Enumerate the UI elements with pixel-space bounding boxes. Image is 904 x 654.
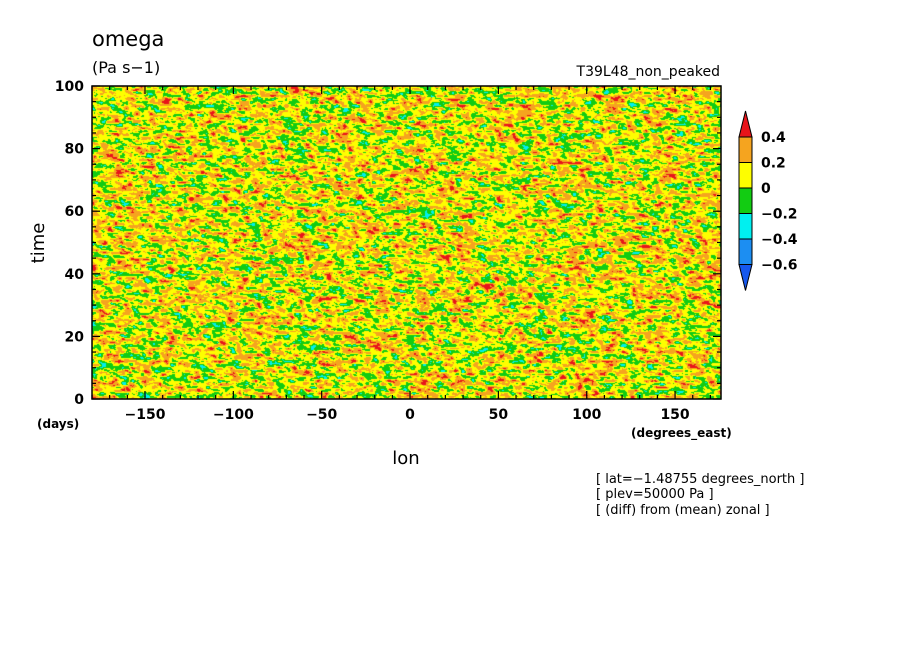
colorbar-bottom-triangle (738, 264, 753, 291)
y-tick-label: 0 (74, 392, 84, 408)
colorbar-label: −0.6 (761, 258, 798, 274)
colorbar-box (738, 162, 753, 189)
colorbar-box (738, 136, 753, 163)
y-tick-label: 100 (55, 79, 84, 95)
experiment-label: T39L48_non_peaked (576, 64, 720, 80)
x-units-label: (degrees_east) (631, 426, 732, 441)
x-axis-label: lon (392, 448, 419, 469)
y-tick-label: 80 (65, 142, 85, 158)
y-tick-label: 20 (65, 329, 85, 345)
annotation-diff: [ (diff) from (mean) zonal ] (596, 503, 770, 518)
y-axis-ticks: 0 20 40 60 80 100 (55, 79, 721, 408)
colorbar: 0.4 0.2 0 −0.2 −0.4 −0.6 (738, 110, 798, 291)
x-tick-label: 100 (572, 407, 601, 423)
chart-title: omega (92, 27, 164, 51)
x-tick-label: −150 (125, 407, 166, 423)
x-tick-label: −50 (306, 407, 337, 423)
x-tick-label: −100 (213, 407, 254, 423)
heatmap-image (92, 86, 721, 399)
annotation-lat: [ lat=−1.48755 degrees_north ] (596, 472, 804, 487)
y-tick-label: 60 (65, 204, 85, 220)
colorbar-label: 0.2 (761, 156, 786, 172)
colorbar-top-triangle (738, 110, 753, 138)
x-tick-label: 150 (660, 407, 689, 423)
y-tick-label: 40 (65, 267, 85, 283)
colorbar-box (738, 238, 753, 265)
annotation-plev: [ plev=50000 Pa ] (596, 487, 714, 502)
colorbar-label: −0.4 (761, 232, 798, 248)
y-units-label: (days) (37, 417, 79, 431)
colorbar-box (738, 213, 753, 240)
colorbar-box (738, 187, 753, 214)
colorbar-label: 0.4 (761, 130, 786, 146)
y-axis-label: time (28, 223, 49, 264)
x-tick-label: 50 (489, 407, 509, 423)
colorbar-label: 0 (761, 181, 771, 197)
chart-units: (Pa s−1) (92, 58, 160, 77)
x-tick-label: 0 (405, 407, 415, 423)
x-axis-ticks: −150 −100 −50 0 50 100 150 (91, 86, 711, 423)
heatmap-field (92, 86, 721, 399)
colorbar-label: −0.2 (761, 207, 798, 223)
